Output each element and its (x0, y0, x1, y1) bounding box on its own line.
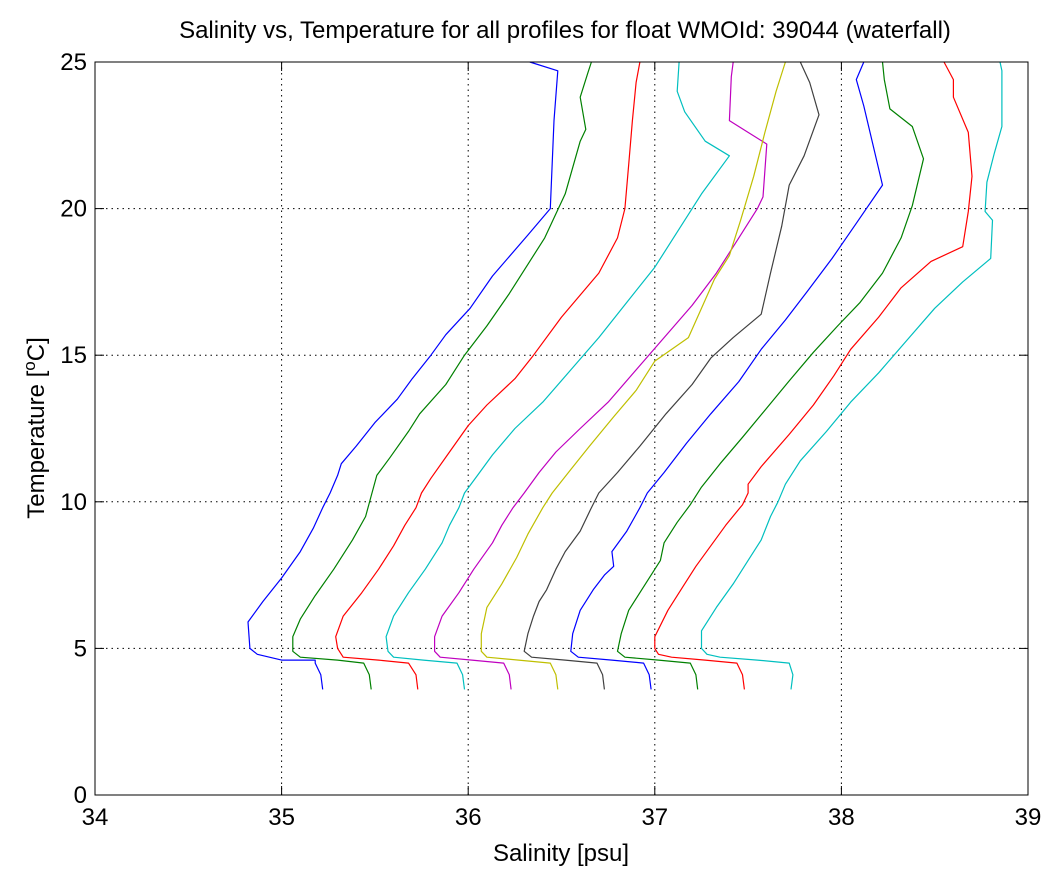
series-lines (247, 61, 1003, 690)
y-tick-label: 15 (60, 342, 87, 369)
y-tick-label: 10 (60, 489, 87, 516)
series-line (523, 61, 820, 690)
series-line (292, 61, 592, 690)
y-axis-label-sup: o (20, 361, 39, 370)
series-line (335, 61, 641, 690)
series-line (247, 61, 559, 690)
x-tick-labels: 34 35 36 37 38 39 (82, 804, 1042, 831)
series-line (434, 61, 768, 690)
y-tick-label: 20 (60, 196, 87, 223)
x-tick-label: 35 (268, 804, 295, 831)
y-axis-label: Temperature [oC] (20, 337, 50, 519)
series-line (616, 61, 925, 690)
y-axis-label-main: Temperature [ (23, 370, 50, 518)
series-line (570, 61, 884, 690)
y-axis-label-tail: C] (23, 337, 50, 361)
plot-frame (94, 61, 1029, 796)
x-tick-label: 34 (82, 804, 109, 831)
axis-ticks (94, 61, 1029, 796)
x-tick-label: 36 (455, 804, 482, 831)
chart-title: Salinity vs, Temperature for all profile… (179, 17, 951, 44)
y-tick-label: 0 (74, 782, 87, 809)
y-tick-label: 25 (60, 49, 87, 76)
x-tick-label: 38 (828, 804, 855, 831)
x-tick-label: 39 (1015, 804, 1042, 831)
y-tick-labels: 0 5 10 15 20 25 (60, 49, 87, 809)
series-line (480, 61, 786, 690)
series-line (385, 61, 731, 690)
series-line (654, 61, 973, 690)
x-tick-label: 37 (641, 804, 668, 831)
x-axis-label: Salinity [psu] (493, 840, 629, 867)
grid-lines (95, 62, 1028, 795)
series-line (700, 61, 1003, 690)
y-tick-label: 5 (74, 635, 87, 662)
